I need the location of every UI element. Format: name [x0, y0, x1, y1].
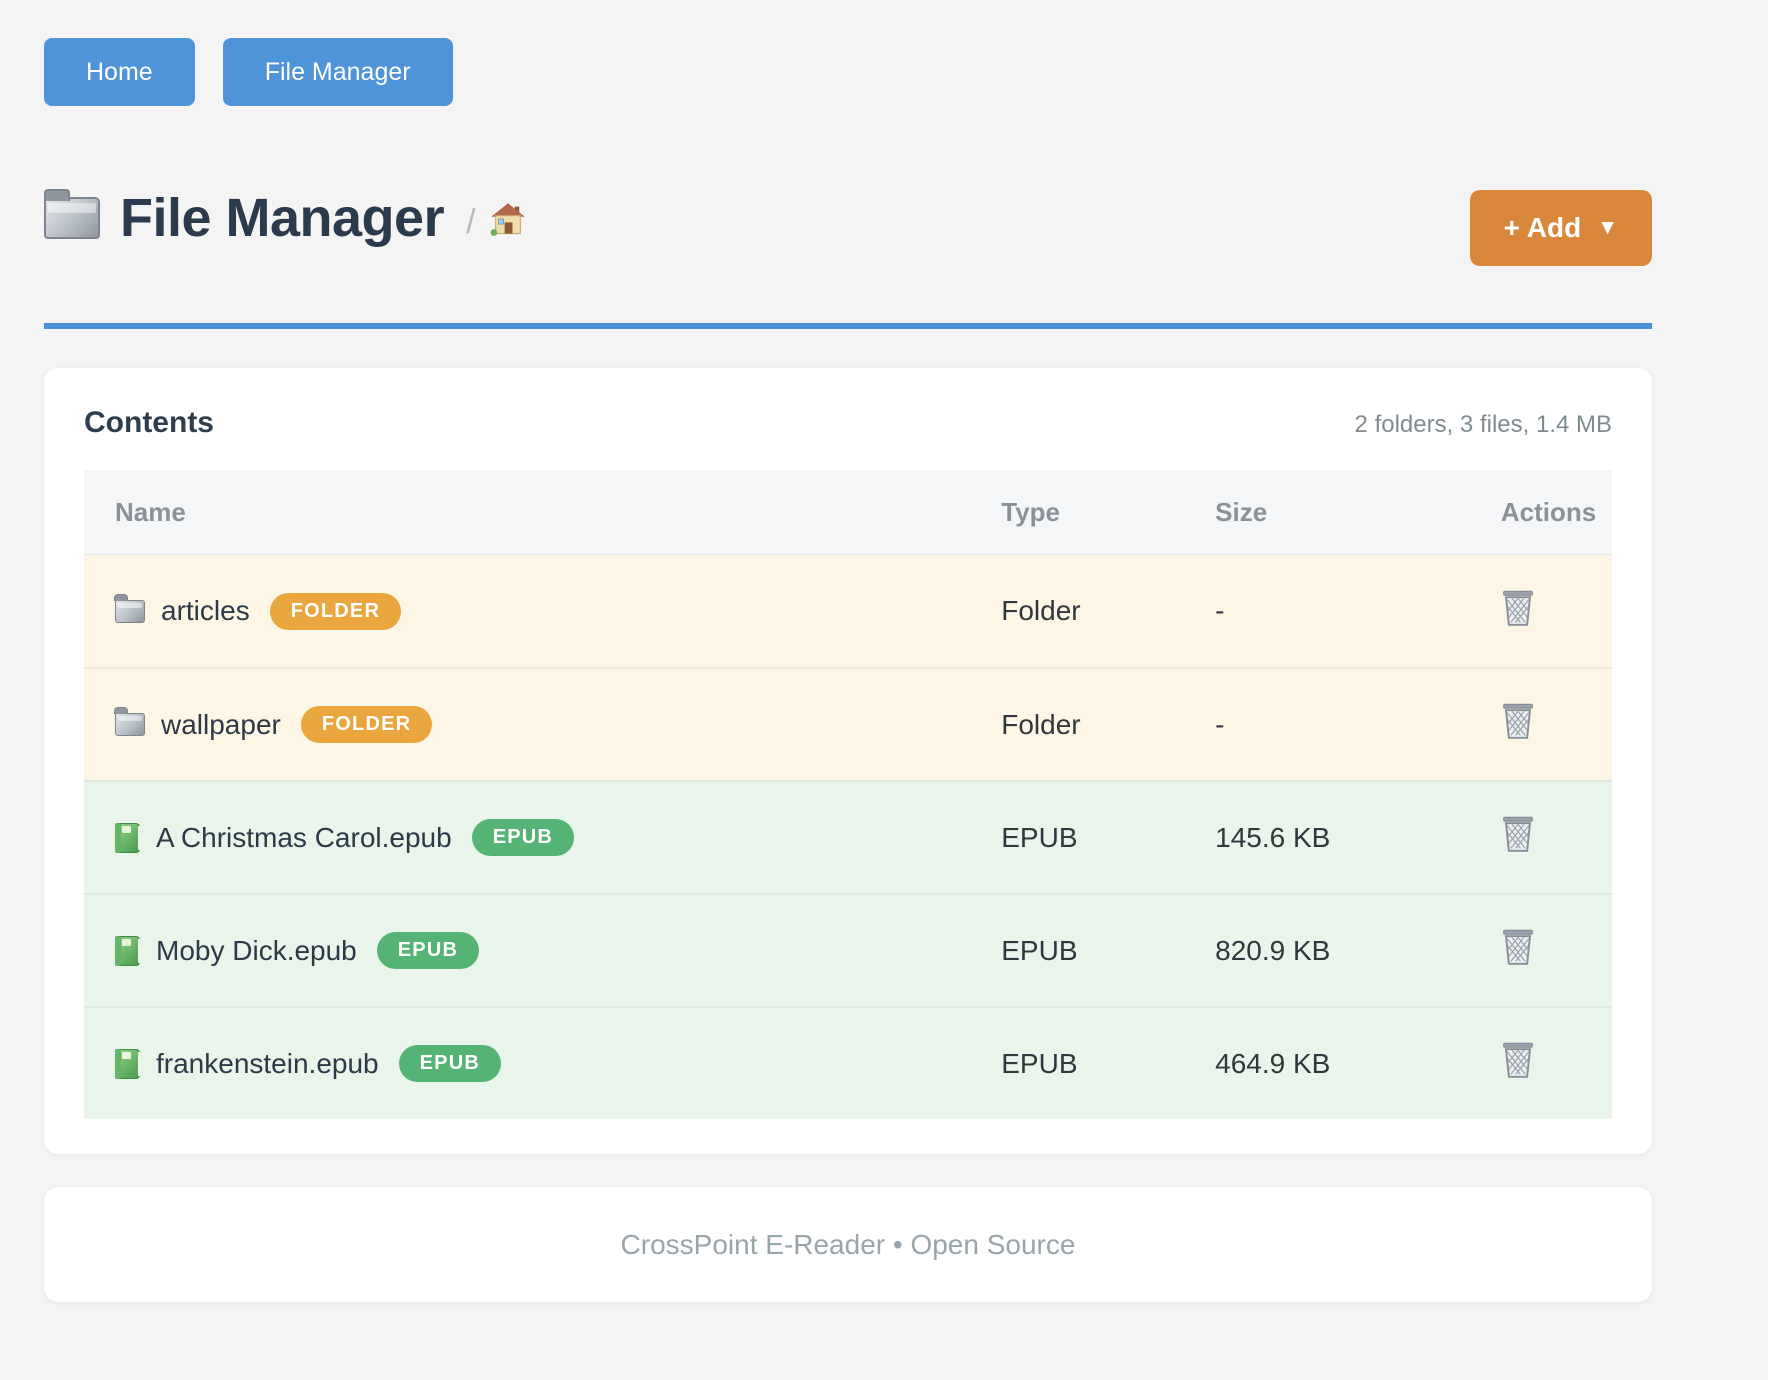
title-divider	[44, 323, 1652, 329]
top-nav: Home File Manager	[44, 0, 1652, 106]
file-name[interactable]: frankenstein.epub	[156, 1047, 379, 1079]
page-container: Home File Manager File Manager / + Add ▼	[44, 0, 1652, 1302]
table-row[interactable]: A Christmas Carol.epub EPUB EPUB 145.6 K…	[84, 780, 1612, 893]
file-name[interactable]: wallpaper	[161, 708, 281, 740]
book-icon	[115, 822, 140, 853]
table-header-row: Name Type Size Actions	[84, 470, 1612, 554]
book-icon	[115, 1048, 140, 1079]
file-name[interactable]: articles	[161, 595, 250, 626]
type-cell: EPUB	[970, 1006, 1185, 1119]
column-header-name: Name	[84, 470, 971, 554]
type-cell: Folder	[970, 554, 1185, 667]
column-header-type: Type	[970, 470, 1185, 554]
trash-icon[interactable]	[1501, 590, 1535, 626]
type-cell: EPUB	[970, 780, 1185, 893]
size-cell: -	[1184, 667, 1470, 780]
trash-icon[interactable]	[1501, 929, 1535, 965]
type-cell: EPUB	[970, 893, 1185, 1006]
add-button[interactable]: + Add ▼	[1469, 190, 1652, 266]
trash-icon[interactable]	[1501, 1042, 1535, 1078]
table-row[interactable]: articles FOLDER Folder -	[84, 554, 1612, 667]
size-cell: 145.6 KB	[1184, 780, 1470, 893]
table-row[interactable]: frankenstein.epub EPUB EPUB 464.9 KB	[84, 1006, 1612, 1119]
size-cell: 820.9 KB	[1184, 893, 1470, 1006]
folder-icon	[44, 189, 100, 239]
footer: CrossPoint E-Reader • Open Source	[44, 1187, 1652, 1302]
file-table: Name Type Size Actions articles FOLDER F…	[84, 470, 1612, 1119]
type-cell: Folder	[970, 667, 1185, 780]
nav-file-manager-button[interactable]: File Manager	[222, 38, 453, 106]
table-row[interactable]: wallpaper FOLDER Folder -	[84, 667, 1612, 780]
size-cell: -	[1184, 554, 1470, 667]
nav-home-button[interactable]: Home	[44, 38, 195, 106]
breadcrumb-separator: /	[466, 202, 476, 241]
column-header-size: Size	[1184, 470, 1470, 554]
footer-text: CrossPoint E-Reader • Open Source	[620, 1228, 1076, 1260]
book-icon	[115, 935, 140, 966]
table-row[interactable]: Moby Dick.epub EPUB EPUB 820.9 KB	[84, 893, 1612, 1006]
type-badge: EPUB	[471, 819, 575, 856]
type-badge: FOLDER	[300, 706, 433, 743]
home-icon[interactable]	[490, 201, 526, 242]
contents-card: Contents 2 folders, 3 files, 1.4 MB Name…	[44, 368, 1652, 1154]
page-header: File Manager / + Add ▼	[44, 168, 1652, 268]
type-badge: EPUB	[398, 1045, 501, 1082]
contents-heading: Contents	[84, 406, 214, 439]
folder-icon	[114, 707, 145, 736]
trash-icon[interactable]	[1501, 816, 1535, 852]
caret-down-icon: ▼	[1597, 216, 1618, 239]
trash-icon[interactable]	[1501, 703, 1535, 739]
column-header-actions: Actions	[1469, 470, 1612, 554]
contents-card-header: Contents 2 folders, 3 files, 1.4 MB	[84, 406, 1612, 440]
type-badge: FOLDER	[269, 592, 402, 630]
contents-summary: 2 folders, 3 files, 1.4 MB	[1354, 411, 1612, 438]
file-name[interactable]: Moby Dick.epub	[156, 934, 357, 966]
size-cell: 464.9 KB	[1184, 1006, 1470, 1119]
file-name[interactable]: A Christmas Carol.epub	[156, 821, 452, 853]
type-badge: EPUB	[376, 932, 480, 969]
folder-icon	[114, 593, 145, 623]
page-title: File Manager	[120, 188, 445, 248]
add-button-label: + Add	[1503, 212, 1582, 243]
title-group: File Manager /	[44, 187, 526, 249]
